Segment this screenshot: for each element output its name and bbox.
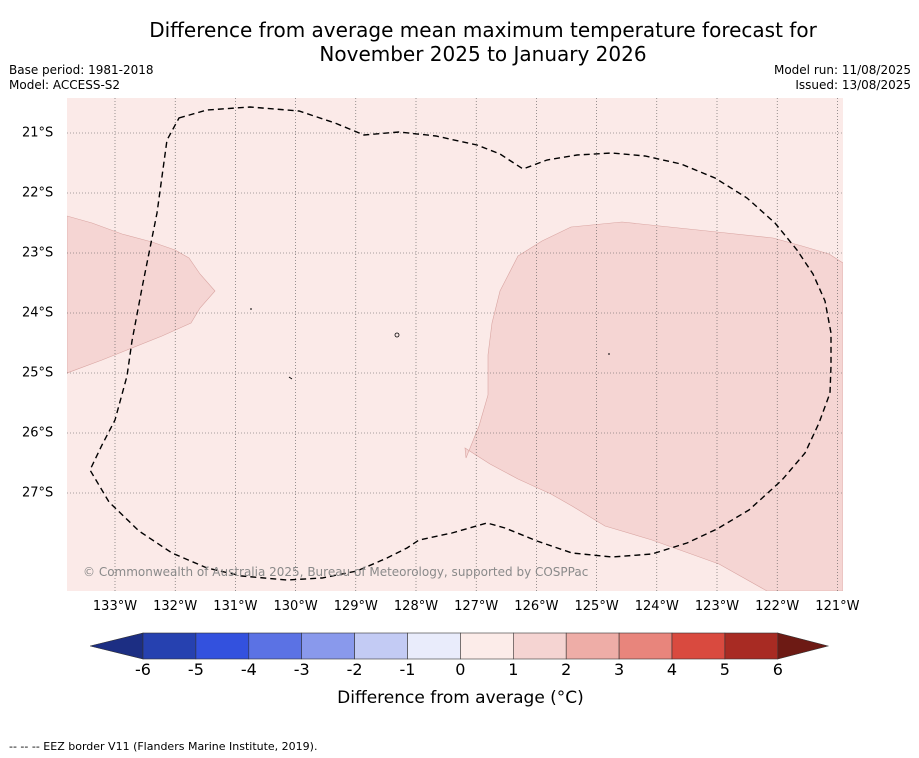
island-3 bbox=[394, 332, 400, 338]
forecast-map bbox=[67, 98, 843, 591]
lon-tick-label: 129°W bbox=[333, 599, 378, 614]
meta-right: Model run: 11/08/2025 Issued: 13/08/2025 bbox=[774, 63, 911, 93]
lon-tick-label: 126°W bbox=[514, 599, 559, 614]
colorbar-segment bbox=[195, 632, 250, 660]
lon-tick-label: 131°W bbox=[213, 599, 258, 614]
colorbar-segment bbox=[248, 632, 303, 660]
colorbar-tick-label: 0 bbox=[455, 660, 466, 679]
colorbar-segment bbox=[301, 632, 355, 660]
map-copyright: © Commonwealth of Australia 2025, Bureau… bbox=[83, 565, 589, 579]
title-line-1: Difference from average mean maximum tem… bbox=[149, 18, 817, 42]
lon-tick-label: 127°W bbox=[454, 599, 499, 614]
colorbar-segment bbox=[565, 632, 620, 660]
colorbar-segment bbox=[354, 632, 408, 660]
eez-border bbox=[89, 106, 832, 581]
colorbar-tick-label: 3 bbox=[614, 660, 625, 679]
colorbar-extend-low bbox=[90, 632, 144, 660]
colorbar-segment bbox=[460, 632, 514, 660]
lat-tick-label: 21°S bbox=[22, 125, 54, 141]
colorbar-extend-high bbox=[777, 632, 830, 660]
eez-footnote: -- -- -- EEZ border V11 (Flanders Marine… bbox=[9, 740, 318, 753]
model-name: Model: ACCESS-S2 bbox=[9, 78, 121, 92]
colorbar-tick-label: -4 bbox=[240, 660, 257, 679]
lon-tick-label: 133°W bbox=[92, 599, 138, 614]
lon-tick-label: 122°W bbox=[755, 599, 800, 614]
lon-tick-label: 128°W bbox=[393, 599, 439, 614]
lon-tick-label: 125°W bbox=[574, 599, 619, 614]
colorbar-segment bbox=[618, 632, 673, 660]
lon-tick-label: 124°W bbox=[634, 599, 679, 614]
colorbar-tick-label: -1 bbox=[399, 660, 416, 679]
lon-tick-label: 121°W bbox=[815, 599, 860, 614]
colorbar-tick-label: 5 bbox=[719, 660, 730, 679]
colorbar-segment bbox=[142, 632, 197, 660]
colorbar-segment bbox=[724, 632, 779, 660]
title-line-2: November 2025 to January 2026 bbox=[319, 42, 647, 66]
base-period: Base period: 1981-2018 bbox=[9, 63, 154, 77]
colorbar-tick-label: 4 bbox=[666, 660, 678, 679]
colorbar-tick-label: 1 bbox=[508, 660, 519, 679]
lon-tick-label: 123°W bbox=[694, 599, 740, 614]
colorbar-segment bbox=[407, 632, 461, 660]
model-run: Model run: 11/08/2025 bbox=[773, 63, 911, 77]
lon-tick-label: 132°W bbox=[153, 599, 198, 614]
lat-tick-label: 25°S bbox=[22, 365, 54, 381]
anomaly-region-east bbox=[464, 221, 843, 591]
lat-tick-label: 27°S bbox=[22, 485, 54, 501]
island-2 bbox=[288, 376, 293, 380]
lat-tick-label: 26°S bbox=[22, 425, 54, 441]
colorbar-tick-label: 6 bbox=[772, 660, 783, 679]
lon-tick-label: 130°W bbox=[273, 599, 318, 614]
colorbar-tick-label: -2 bbox=[346, 660, 363, 679]
colorbar-segment bbox=[671, 632, 726, 660]
lat-tick-label: 22°S bbox=[22, 185, 54, 201]
lat-tick-label: 24°S bbox=[22, 305, 54, 321]
meta-left: Base period: 1981-2018 Model: ACCESS-S2 bbox=[9, 63, 154, 93]
grid-lines bbox=[67, 98, 843, 591]
issued-date: Issued: 13/08/2025 bbox=[795, 78, 911, 92]
colorbar-tick-label: -3 bbox=[293, 660, 310, 679]
colorbar-tick-label: -5 bbox=[187, 660, 204, 679]
chart-title: Difference from average mean maximum tem… bbox=[0, 18, 919, 66]
colorbar bbox=[90, 632, 830, 660]
colorbar-segment bbox=[512, 632, 567, 660]
colorbar-label: Difference from average (°C) bbox=[337, 688, 584, 708]
lat-tick-label: 23°S bbox=[22, 245, 54, 261]
colorbar-tick-label: 2 bbox=[561, 660, 572, 679]
colorbar-tick-label: -6 bbox=[135, 660, 151, 679]
